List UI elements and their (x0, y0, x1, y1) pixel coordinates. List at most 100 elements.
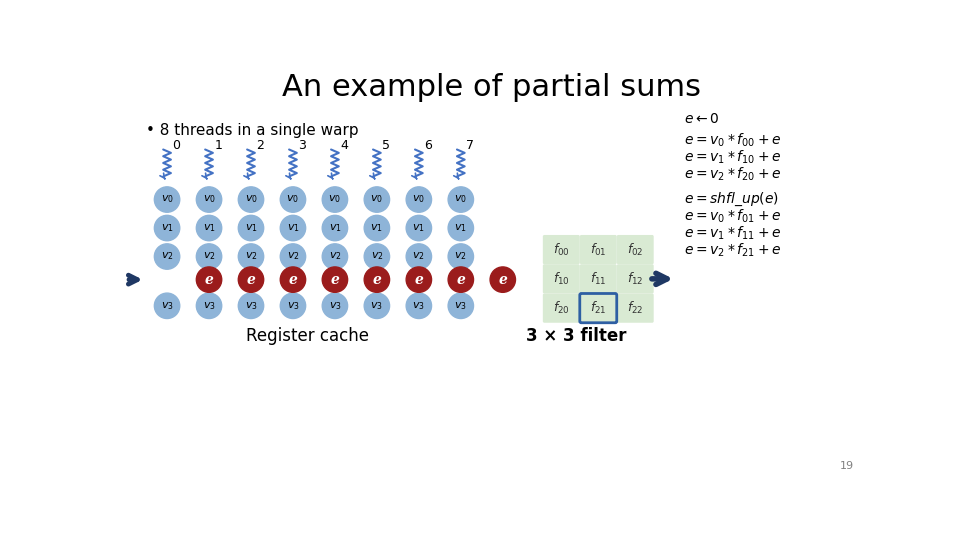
Text: $f_{20}$: $f_{20}$ (553, 300, 570, 316)
Circle shape (490, 267, 516, 292)
FancyBboxPatch shape (542, 264, 580, 294)
Text: $v_3$: $v_3$ (454, 300, 468, 312)
Text: $f_{10}$: $f_{10}$ (553, 271, 570, 287)
Text: 3 × 3 filter: 3 × 3 filter (526, 327, 627, 345)
Circle shape (197, 293, 222, 319)
Circle shape (238, 187, 264, 212)
FancyBboxPatch shape (542, 235, 580, 264)
Text: $v_3$: $v_3$ (203, 300, 215, 312)
Text: 5: 5 (382, 139, 391, 152)
Text: $v_1$: $v_1$ (245, 222, 257, 234)
Circle shape (448, 215, 473, 241)
Circle shape (197, 215, 222, 241)
Text: $v_2$: $v_2$ (454, 251, 468, 262)
Text: $e = shfl\_up(e)$: $e = shfl\_up(e)$ (684, 191, 779, 208)
Text: $v_0$: $v_0$ (245, 194, 257, 205)
Circle shape (155, 244, 180, 269)
FancyBboxPatch shape (616, 235, 654, 264)
Text: $v_1$: $v_1$ (160, 222, 174, 234)
Text: $f_{21}$: $f_{21}$ (589, 300, 607, 316)
Circle shape (155, 187, 180, 212)
Text: $v_3$: $v_3$ (413, 300, 425, 312)
Circle shape (364, 215, 390, 241)
Text: 4: 4 (340, 139, 348, 152)
Circle shape (406, 187, 432, 212)
Text: 3: 3 (299, 139, 306, 152)
Text: $v_2$: $v_2$ (245, 251, 257, 262)
Text: 0: 0 (173, 139, 180, 152)
Text: $v_0$: $v_0$ (203, 194, 215, 205)
Circle shape (448, 187, 473, 212)
FancyBboxPatch shape (580, 235, 616, 264)
Circle shape (238, 267, 264, 292)
Text: $v_1$: $v_1$ (371, 222, 383, 234)
Text: $f_{12}$: $f_{12}$ (627, 271, 643, 287)
Circle shape (197, 187, 222, 212)
Text: $e = v_2 * f_{20} + e$: $e = v_2 * f_{20} + e$ (684, 165, 781, 183)
Circle shape (280, 215, 305, 241)
Circle shape (406, 244, 432, 269)
FancyBboxPatch shape (616, 264, 654, 294)
Text: $e = v_0 * f_{01} + e$: $e = v_0 * f_{01} + e$ (684, 208, 781, 225)
Text: $v_0$: $v_0$ (286, 194, 300, 205)
Text: $f_{11}$: $f_{11}$ (589, 271, 607, 287)
Text: $v_0$: $v_0$ (160, 194, 174, 205)
Text: $v_2$: $v_2$ (413, 251, 425, 262)
Text: $v_0$: $v_0$ (454, 194, 468, 205)
FancyBboxPatch shape (580, 294, 616, 323)
Text: e: e (330, 273, 339, 287)
Text: $v_2$: $v_2$ (371, 251, 383, 262)
Circle shape (197, 267, 222, 292)
Circle shape (448, 293, 473, 319)
Circle shape (280, 187, 305, 212)
Text: 1: 1 (214, 139, 223, 152)
Circle shape (155, 215, 180, 241)
Text: Register cache: Register cache (246, 327, 369, 345)
Text: $v_0$: $v_0$ (328, 194, 342, 205)
Circle shape (323, 293, 348, 319)
Text: e: e (289, 273, 298, 287)
Text: $e = v_1 * f_{10} + e$: $e = v_1 * f_{10} + e$ (684, 148, 781, 166)
Text: $v_1$: $v_1$ (286, 222, 300, 234)
Text: $v_3$: $v_3$ (286, 300, 300, 312)
Circle shape (323, 244, 348, 269)
Text: $v_2$: $v_2$ (203, 251, 215, 262)
Circle shape (238, 293, 264, 319)
Circle shape (280, 244, 305, 269)
Circle shape (364, 293, 390, 319)
Circle shape (280, 293, 305, 319)
Text: $f_{02}$: $f_{02}$ (627, 241, 643, 258)
Circle shape (364, 267, 390, 292)
Text: e: e (456, 273, 466, 287)
Circle shape (323, 215, 348, 241)
Text: $v_2$: $v_2$ (328, 251, 342, 262)
Circle shape (364, 187, 390, 212)
Text: $v_3$: $v_3$ (245, 300, 257, 312)
FancyBboxPatch shape (616, 294, 654, 323)
Circle shape (448, 244, 473, 269)
Text: $v_1$: $v_1$ (413, 222, 425, 234)
Text: • 8 threads in a single warp: • 8 threads in a single warp (146, 123, 358, 138)
Text: 6: 6 (424, 139, 432, 152)
Circle shape (238, 244, 264, 269)
Circle shape (238, 215, 264, 241)
Text: $f_{00}$: $f_{00}$ (553, 241, 570, 258)
Text: $e = v_1 * f_{11} + e$: $e = v_1 * f_{11} + e$ (684, 225, 781, 242)
Circle shape (406, 267, 432, 292)
Text: $v_3$: $v_3$ (328, 300, 342, 312)
Text: e: e (372, 273, 381, 287)
Text: $v_1$: $v_1$ (454, 222, 468, 234)
Circle shape (364, 244, 390, 269)
Text: $v_3$: $v_3$ (160, 300, 174, 312)
Text: 7: 7 (467, 139, 474, 152)
Text: $v_0$: $v_0$ (371, 194, 383, 205)
Text: $e = v_2 * f_{21} + e$: $e = v_2 * f_{21} + e$ (684, 242, 781, 259)
Circle shape (323, 267, 348, 292)
Text: e: e (498, 273, 507, 287)
Circle shape (323, 187, 348, 212)
Text: An example of partial sums: An example of partial sums (282, 73, 702, 103)
Text: $v_3$: $v_3$ (371, 300, 383, 312)
Text: $v_0$: $v_0$ (413, 194, 425, 205)
Circle shape (280, 267, 305, 292)
Circle shape (406, 215, 432, 241)
